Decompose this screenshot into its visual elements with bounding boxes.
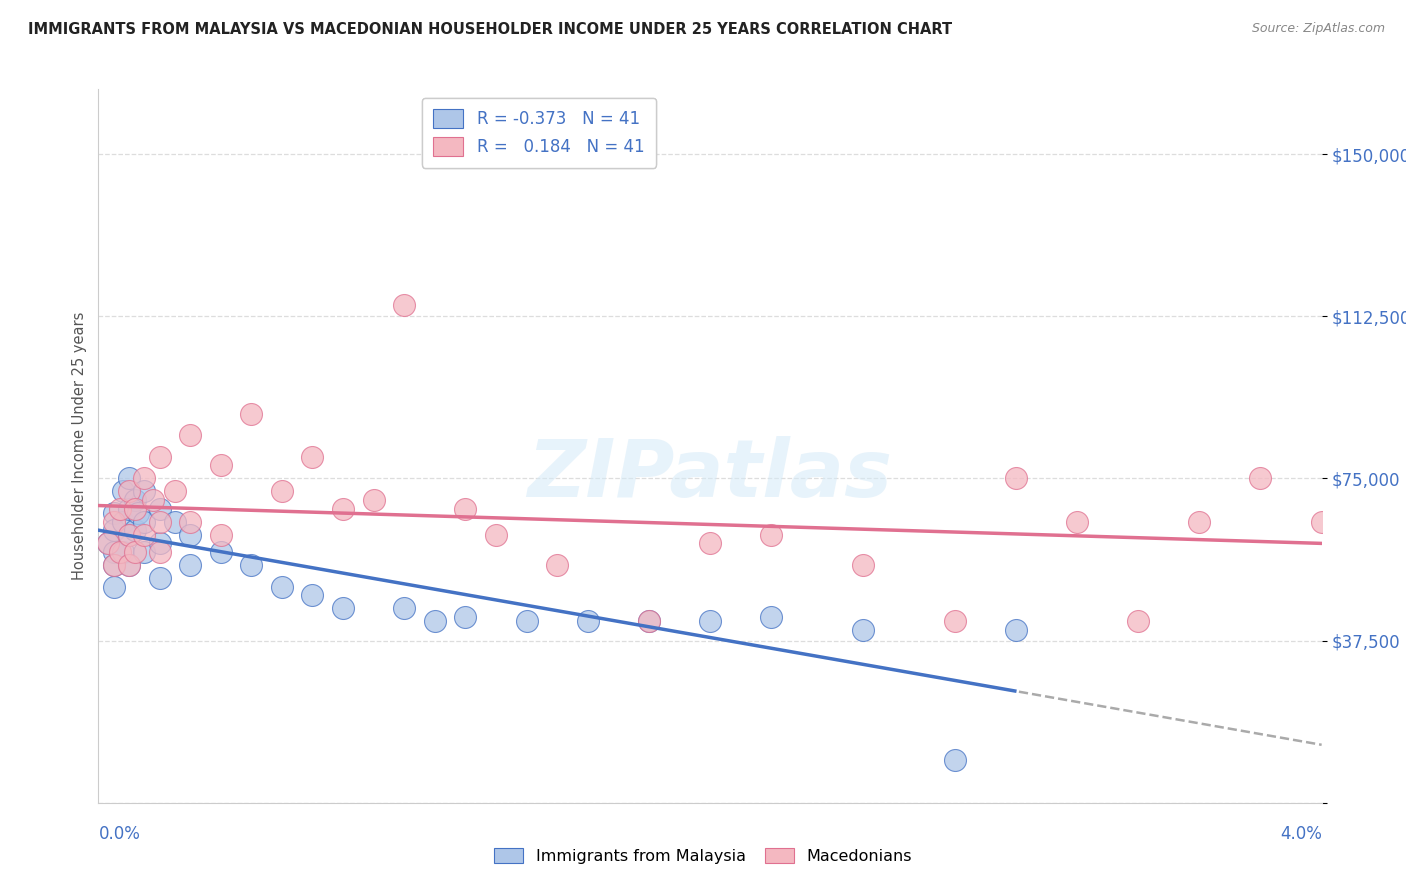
Point: [103, 524, 125, 538]
Text: ZIPatlas: ZIPatlas: [527, 435, 893, 514]
Point: [943, 614, 966, 628]
Point: [516, 614, 538, 628]
Point: [179, 527, 201, 541]
Point: [852, 558, 875, 572]
Point: [454, 501, 477, 516]
Point: [240, 558, 263, 572]
Point: [149, 545, 172, 559]
Point: [103, 506, 125, 520]
Point: [134, 527, 156, 541]
Point: [392, 298, 416, 312]
Point: [240, 407, 263, 421]
Text: IMMIGRANTS FROM MALAYSIA VS MACEDONIAN HOUSEHOLDER INCOME UNDER 25 YEARS CORRELA: IMMIGRANTS FROM MALAYSIA VS MACEDONIAN H…: [28, 22, 952, 37]
Point: [97, 536, 120, 550]
Point: [134, 515, 156, 529]
Point: [127, 506, 149, 520]
Point: [1249, 471, 1271, 485]
Point: [103, 558, 125, 572]
Point: [118, 501, 141, 516]
Point: [111, 484, 134, 499]
Point: [103, 580, 125, 594]
Point: [163, 484, 186, 499]
Point: [301, 588, 323, 602]
Point: [699, 614, 721, 628]
Point: [97, 536, 120, 550]
Point: [149, 536, 172, 550]
Point: [546, 558, 568, 572]
Point: [1310, 515, 1333, 529]
Point: [111, 515, 134, 529]
Point: [111, 545, 134, 559]
Point: [124, 545, 146, 559]
Y-axis label: Householder Income Under 25 years: Householder Income Under 25 years: [72, 312, 87, 580]
Point: [1066, 515, 1088, 529]
Point: [142, 493, 165, 508]
Point: [423, 614, 446, 628]
Point: [485, 527, 508, 541]
Point: [118, 527, 141, 541]
Point: [1188, 515, 1211, 529]
Point: [637, 614, 661, 628]
Text: 0.0%: 0.0%: [98, 825, 141, 843]
Point: [149, 501, 172, 516]
Point: [179, 515, 201, 529]
Point: [118, 471, 141, 485]
Point: [118, 527, 141, 541]
Point: [209, 545, 232, 559]
Point: [637, 614, 661, 628]
Point: [209, 458, 232, 473]
Point: [108, 545, 131, 559]
Point: [270, 484, 294, 499]
Point: [699, 536, 721, 550]
Point: [852, 623, 875, 637]
Point: [108, 501, 131, 516]
Point: [134, 484, 156, 499]
Legend: R = -0.373   N = 41, R =   0.184   N = 41: R = -0.373 N = 41, R = 0.184 N = 41: [422, 97, 657, 168]
Point: [124, 501, 146, 516]
Point: [209, 527, 232, 541]
Point: [134, 545, 156, 559]
Point: [124, 524, 146, 538]
Point: [1004, 623, 1026, 637]
Point: [103, 558, 125, 572]
Text: Source: ZipAtlas.com: Source: ZipAtlas.com: [1251, 22, 1385, 36]
Point: [179, 558, 201, 572]
Point: [332, 601, 354, 615]
Point: [149, 450, 172, 464]
Text: 4.0%: 4.0%: [1279, 825, 1322, 843]
Point: [149, 515, 172, 529]
Point: [103, 515, 125, 529]
Point: [363, 493, 385, 508]
Point: [118, 484, 141, 499]
Point: [759, 527, 782, 541]
Point: [163, 515, 186, 529]
Point: [392, 601, 416, 615]
Point: [332, 501, 354, 516]
Point: [301, 450, 323, 464]
Point: [149, 571, 172, 585]
Point: [454, 610, 477, 624]
Point: [118, 558, 141, 572]
Point: [134, 471, 156, 485]
Point: [759, 610, 782, 624]
Point: [1004, 471, 1026, 485]
Point: [576, 614, 599, 628]
Legend: Immigrants from Malaysia, Macedonians: Immigrants from Malaysia, Macedonians: [488, 842, 918, 871]
Point: [103, 545, 125, 559]
Point: [270, 580, 294, 594]
Point: [124, 493, 146, 508]
Point: [118, 558, 141, 572]
Point: [179, 428, 201, 442]
Point: [943, 753, 966, 767]
Point: [1128, 614, 1150, 628]
